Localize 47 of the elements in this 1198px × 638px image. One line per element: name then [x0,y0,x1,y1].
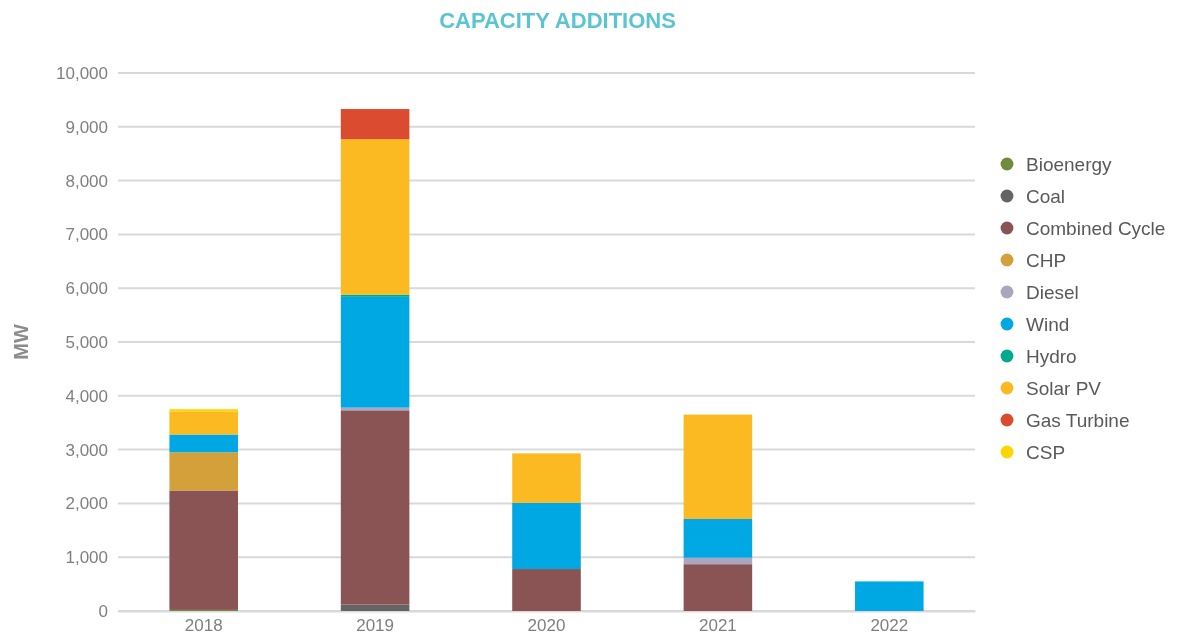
bar [340,604,410,611]
x-tick-label: 2020 [527,616,566,636]
y-tick-label: 2,000 [65,494,108,514]
bar [512,502,581,570]
legend-label: Bioenergy [1026,153,1113,175]
y-axis-title: MW [10,324,32,360]
y-tick-label: 9,000 [65,117,108,137]
bar [169,434,238,453]
bar [169,490,238,610]
x-tick-label: 2021 [698,616,737,636]
legend-label: Combined Cycle [1026,217,1166,239]
legend-label: Wind [1026,313,1070,335]
y-tick-label: 4,000 [65,386,108,406]
bar [340,410,410,605]
legend-label: CHP [1026,249,1067,271]
bar [340,296,410,408]
legend-label: Coal [1026,185,1066,207]
x-tick-label: 2022 [870,616,909,636]
y-tick-label: 6,000 [65,279,108,299]
bar [512,569,581,611]
bar [169,411,238,435]
y-tick-label: 5,000 [65,332,108,352]
bar [683,519,753,558]
bar [340,294,410,297]
bar [855,581,924,611]
y-tick-label: 8,000 [65,171,108,191]
legend-label: Diesel [1026,281,1079,303]
legend-label: Gas Turbine [1026,409,1130,431]
legend-label: Solar PV [1026,377,1102,399]
x-tick-label: 2019 [356,616,395,636]
legend-label: Hydro [1026,345,1077,367]
bar [683,564,753,611]
bar [512,453,581,503]
y-tick-label: 0 [98,601,108,621]
y-tick-label: 3,000 [65,440,108,460]
bar [169,409,238,412]
bar [340,139,410,295]
chart-title: CAPACITY ADDITIONS [439,8,676,33]
x-tick-label: 2018 [184,616,223,636]
bar [683,414,753,519]
y-tick-label: 10,000 [56,63,108,83]
bar [683,557,753,565]
bar [169,452,238,491]
bar [340,109,410,140]
legend-label: CSP [1026,441,1066,463]
y-tick-label: 7,000 [65,225,108,245]
y-tick-label: 1,000 [65,548,108,568]
